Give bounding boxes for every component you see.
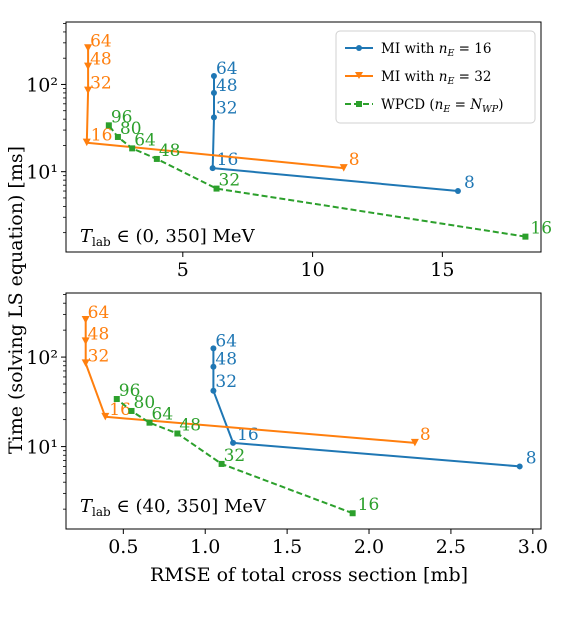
top-ytick-label: 10²	[26, 74, 58, 96]
bottom-point-label: 64	[215, 331, 237, 351]
bottom-data-point	[516, 463, 523, 470]
top-point-label: 32	[216, 98, 238, 118]
bottom-point-label: 64	[152, 405, 174, 425]
legend-box	[335, 30, 536, 124]
bottom-data-point	[210, 387, 217, 394]
top-point-label: 48	[216, 76, 238, 96]
legend-entry-mi-16: MI with nE = 16	[345, 41, 491, 59]
bottom-data-point	[210, 345, 217, 352]
top-data-point	[129, 145, 136, 152]
top-data-point	[153, 155, 160, 162]
top-point-label: 16	[91, 126, 113, 146]
bottom-xtick-label: 2.0	[354, 536, 384, 558]
bottom-data-point	[218, 460, 225, 467]
svg-text:MI with nE = 32: MI with nE = 32	[381, 69, 491, 87]
bottom-xtick-label: 1.5	[272, 536, 302, 558]
bottom-point-label: 32	[88, 346, 110, 366]
top-point-label: 16	[217, 150, 239, 170]
top-xtick-label: 5	[177, 259, 189, 281]
bottom-point-label: 32	[215, 372, 237, 392]
bottom-data-point	[174, 430, 181, 437]
bottom-point-label: 32	[224, 446, 246, 466]
bottom-point-label: 16	[109, 400, 131, 420]
bottom-data-point	[210, 363, 217, 370]
bottom-data-point	[146, 419, 153, 426]
top-data-point	[522, 233, 529, 240]
bottom-data-point	[81, 359, 90, 367]
top-panel: 5 10 1510¹10²81632486481632486416324864809…	[26, 23, 552, 281]
bottom-point-label: 96	[119, 381, 141, 401]
bottom-xtick-label: 3.0	[518, 536, 548, 558]
bottom-point-label: 16	[358, 495, 380, 515]
top-xtick-label: 10	[300, 259, 324, 281]
top-panel-range-annotation: Tlab ∈ (0, 350] MeV	[80, 226, 256, 249]
top-point-label: 8	[349, 150, 360, 170]
top-data-point	[209, 165, 216, 172]
bottom-point-label: 48	[215, 350, 237, 370]
top-data-point	[84, 44, 93, 52]
top-ytick-label: 10¹	[26, 162, 58, 184]
bottom-data-point	[113, 396, 120, 403]
bottom-xtick-label: 0.5	[108, 536, 138, 558]
top-point-label: 64	[216, 59, 238, 79]
top-data-point	[84, 86, 93, 95]
bottom-data-point	[349, 510, 356, 517]
legend-entry-mi-32: MI with nE = 32	[345, 69, 491, 87]
top-point-label: 80	[120, 119, 142, 139]
top-data-point	[339, 164, 348, 172]
top-data-point	[213, 185, 220, 192]
bottom-point-label: 48	[179, 416, 201, 436]
top-point-label: 96	[111, 107, 133, 127]
bottom-data-point	[81, 337, 90, 345]
top-data-point	[105, 122, 112, 129]
bottom-point-label: 64	[88, 303, 110, 323]
top-point-label: 32	[219, 171, 241, 191]
x-axis-label: RMSE of total cross section [mb]	[150, 564, 468, 586]
bottom-data-point	[230, 439, 237, 446]
svg-text:MI with nE = 16: MI with nE = 16	[381, 41, 491, 59]
bottom-panel-frame	[65, 292, 542, 530]
bottom-point-label: 48	[88, 324, 110, 344]
legend-entry-wpcd: WPCD (nE = NWP)	[345, 97, 503, 115]
bottom-point-label: 8	[526, 448, 537, 468]
top-data-point	[210, 114, 217, 121]
top-point-label: 16	[530, 219, 552, 239]
top-panel-frame	[65, 21, 542, 253]
bottom-data-point	[128, 407, 135, 414]
y-axis-label: Time (solving LS equation) [ms]	[5, 146, 27, 454]
top-data-point	[210, 73, 217, 80]
bottom-point-label: 8	[420, 425, 431, 445]
bottom-xtick-label: 1.0	[190, 536, 220, 558]
top-data-point	[82, 138, 91, 147]
top-data-point	[454, 188, 461, 195]
top-point-label: 64	[134, 130, 156, 150]
bottom-point-label: 80	[134, 393, 156, 413]
top-point-label: 48	[159, 141, 181, 161]
top-data-point	[210, 89, 217, 96]
bottom-data-point	[410, 438, 419, 447]
top-data-point	[114, 133, 121, 140]
top-data-point	[84, 62, 93, 71]
legend: MI with nE = 16 MI with nE = 32 WPCD (nE…	[335, 30, 536, 124]
bottom-series-line-1	[212, 348, 520, 468]
top-point-label: 8	[464, 173, 475, 193]
top-xtick-label: 15	[430, 259, 454, 281]
bottom-data-point	[81, 315, 90, 324]
bottom-xtick-label: 2.5	[436, 536, 466, 558]
bottom-panel-range-annotation: Tlab ∈ (40, 350] MeV	[80, 496, 267, 519]
top-point-label: 64	[90, 31, 112, 51]
bottom-ytick-label: 10²	[26, 347, 58, 369]
bottom-data-point	[101, 412, 110, 421]
top-point-label: 32	[90, 74, 112, 94]
top-point-label: 48	[90, 50, 112, 70]
bottom-ytick-label: 10¹	[26, 437, 58, 459]
bottom-panel: 0.5 1.0 1.5 2.0 2.5 3.010¹10²8163248648163248…	[26, 294, 548, 558]
svg-text:WPCD (nE = NWP): WPCD (nE = NWP)	[381, 97, 503, 115]
